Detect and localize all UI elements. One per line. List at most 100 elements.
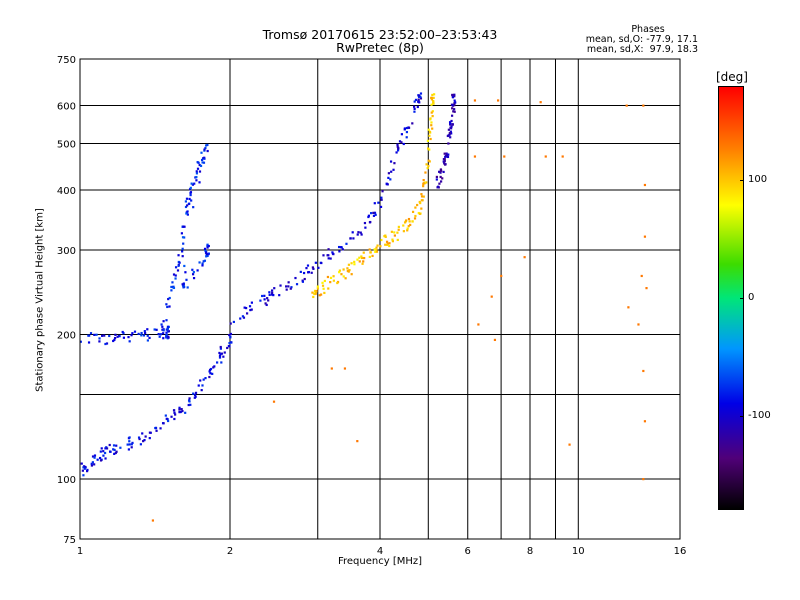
data-point (409, 223, 412, 227)
data-point (568, 443, 571, 446)
data-point (320, 261, 323, 265)
data-point (310, 271, 313, 274)
x-axis-label: Frequency [MHz] (337, 556, 423, 567)
data-point (143, 330, 146, 333)
data-point (295, 283, 299, 286)
data-point (375, 248, 378, 252)
data-point (180, 408, 183, 411)
data-point (419, 201, 422, 205)
data-point (340, 246, 343, 249)
data-point (408, 220, 411, 223)
data-point (140, 334, 143, 337)
data-point (439, 168, 443, 171)
x-tick-label: 2 (227, 546, 233, 557)
data-point (201, 264, 204, 267)
data-point (348, 268, 351, 272)
data-point (206, 243, 209, 246)
y-tick-label: 200 (57, 331, 76, 342)
data-point (349, 237, 352, 240)
data-point (130, 443, 133, 446)
data-point (627, 306, 630, 309)
data-point (374, 213, 377, 216)
data-point (195, 170, 198, 173)
data-point (425, 181, 428, 184)
data-point (379, 205, 383, 209)
data-point (131, 441, 134, 445)
data-point (140, 331, 143, 335)
data-point (352, 237, 355, 240)
data-point (323, 291, 326, 295)
data-point (250, 301, 253, 304)
data-point (496, 99, 500, 102)
data-point (222, 355, 225, 358)
data-point (413, 107, 416, 110)
data-point (314, 261, 317, 264)
data-point (287, 285, 290, 288)
data-point (189, 193, 192, 197)
data-point (230, 341, 233, 344)
data-point (113, 452, 116, 455)
data-point (350, 262, 353, 265)
data-point (87, 341, 91, 344)
data-point (173, 411, 176, 414)
data-point (427, 164, 430, 168)
data-point (98, 456, 102, 460)
data-point (268, 291, 271, 294)
data-point (127, 335, 130, 339)
data-point (189, 191, 193, 194)
data-point (428, 148, 431, 151)
data-point (427, 128, 430, 131)
data-point (373, 248, 376, 251)
data-point (356, 258, 359, 261)
data-point (428, 130, 432, 133)
data-point (264, 302, 267, 305)
data-point (148, 431, 152, 434)
data-point (177, 254, 180, 257)
data-point (201, 161, 204, 164)
data-point (441, 177, 444, 180)
data-point (416, 105, 419, 109)
data-point (137, 332, 140, 335)
data-point (162, 320, 165, 323)
data-point (137, 436, 141, 439)
data-point (313, 292, 316, 295)
data-point (114, 336, 117, 340)
data-point (181, 283, 184, 286)
data-point (321, 281, 324, 284)
data-point (189, 403, 192, 406)
data-point (205, 255, 208, 258)
data-point (172, 286, 176, 290)
data-point (186, 210, 189, 213)
data-point (204, 249, 207, 253)
data-point (438, 170, 441, 173)
data-point (85, 470, 89, 473)
data-point (411, 122, 414, 125)
x-tick-label: 6 (465, 546, 471, 557)
data-point (343, 367, 347, 370)
data-point (91, 461, 94, 464)
data-point (419, 95, 422, 98)
data-point (102, 454, 105, 457)
data-point (451, 123, 454, 126)
data-point (380, 238, 383, 242)
data-point (439, 175, 442, 179)
data-point (362, 260, 365, 263)
data-point (272, 294, 275, 297)
data-point (392, 168, 395, 171)
data-point (181, 247, 184, 250)
data-point (395, 151, 398, 154)
data-point (172, 273, 176, 276)
data-point (503, 155, 506, 158)
data-point (200, 151, 203, 154)
data-point (367, 214, 371, 217)
data-point (184, 200, 188, 203)
data-point (402, 142, 405, 146)
data-point (344, 277, 347, 280)
data-point (405, 126, 409, 130)
data-point (402, 224, 405, 227)
data-point (642, 478, 645, 481)
data-point (199, 379, 202, 382)
data-point (90, 462, 93, 465)
data-point (100, 447, 103, 450)
data-point (198, 163, 201, 167)
